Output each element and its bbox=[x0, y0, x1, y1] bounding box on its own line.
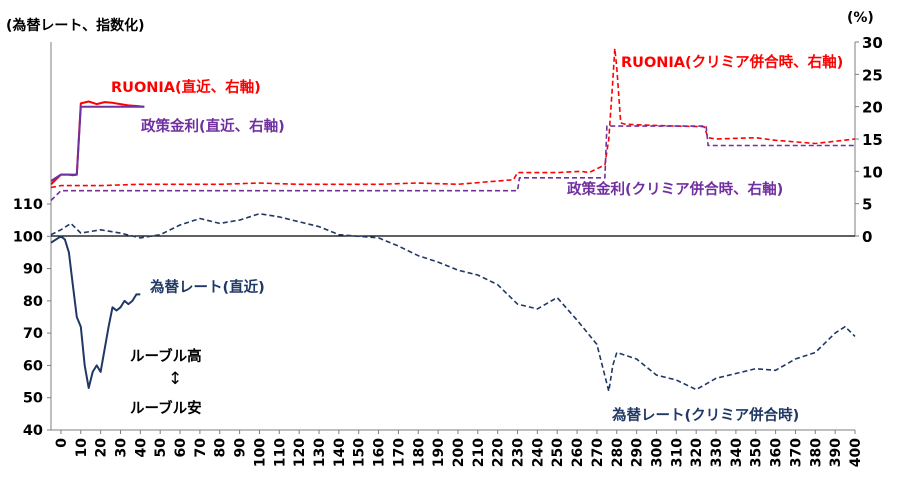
label-policy-crimea: 政策金利(クリミア併合時、右軸) bbox=[567, 180, 783, 198]
x-tick-label: 220 bbox=[491, 438, 507, 467]
x-tick-label: 110 bbox=[272, 438, 288, 467]
left-tick-label: 100 bbox=[13, 229, 43, 245]
label-fx-crimea: 為替レート(クリミア併合時) bbox=[612, 406, 799, 424]
x-tick-label: 230 bbox=[511, 438, 527, 467]
right-tick-label: 20 bbox=[862, 99, 883, 117]
x-tick-label: 240 bbox=[530, 438, 546, 467]
right-axis-ticks: 0 5 10 15 20 25 30 bbox=[855, 34, 883, 246]
series-layer bbox=[50, 47, 856, 393]
x-tick-label: 340 bbox=[729, 438, 745, 467]
x-tick-label: 140 bbox=[332, 438, 348, 467]
x-tick-label: 270 bbox=[590, 438, 606, 467]
annotation-ruble-high: ルーブル高 bbox=[130, 347, 202, 365]
series-line-0 bbox=[50, 47, 856, 189]
x-tick-label: 100 bbox=[252, 438, 268, 467]
label-policy-recent: 政策金利(直近、右軸) bbox=[141, 117, 285, 135]
series-line-3 bbox=[50, 105, 145, 182]
x-tick-label: 30 bbox=[113, 438, 129, 458]
left-tick-label: 70 bbox=[23, 326, 43, 342]
x-tick-label: 210 bbox=[471, 438, 487, 467]
left-tick-label: 80 bbox=[23, 294, 43, 310]
right-tick-label: 30 bbox=[862, 34, 883, 52]
left-axis-ticks: 40 50 60 70 80 90 100 110 bbox=[13, 197, 51, 439]
x-tick-label: 310 bbox=[669, 438, 685, 467]
x-tick-label: 80 bbox=[213, 438, 229, 458]
right-axis-unit: (%) bbox=[847, 10, 874, 26]
x-tick-label: 130 bbox=[312, 438, 328, 467]
x-tick-label: 60 bbox=[173, 438, 189, 458]
series-line-4 bbox=[50, 212, 856, 393]
arrow-icon: ↕ bbox=[168, 369, 182, 389]
x-tick-label: 10 bbox=[74, 438, 90, 458]
x-tick-label: 180 bbox=[411, 438, 427, 467]
x-tick-label: 360 bbox=[769, 438, 785, 467]
x-tick-label: 170 bbox=[391, 438, 407, 467]
x-tick-label: 400 bbox=[848, 438, 864, 467]
x-tick-label: 70 bbox=[193, 438, 209, 458]
annotation-ruble-low: ルーブル安 bbox=[130, 399, 202, 417]
left-tick-label: 90 bbox=[23, 262, 43, 278]
right-tick-label: 25 bbox=[862, 66, 883, 84]
x-tick-label: 390 bbox=[828, 438, 844, 467]
label-fx-recent: 為替レート(直近) bbox=[150, 278, 265, 296]
x-axis-ticks: 0 10 20 30 40 50 60 70 80 90 100 110 120 130 140 150 160… bbox=[54, 430, 864, 467]
x-tick-label: 280 bbox=[610, 438, 626, 467]
left-tick-label: 110 bbox=[13, 197, 43, 213]
x-tick-label: 250 bbox=[550, 438, 566, 467]
x-tick-label: 120 bbox=[292, 438, 308, 467]
x-tick-label: 40 bbox=[133, 438, 149, 458]
x-tick-label: 330 bbox=[709, 438, 725, 467]
right-tick-label: 0 bbox=[862, 228, 872, 246]
x-tick-label: 90 bbox=[233, 438, 249, 458]
left-tick-label: 60 bbox=[23, 358, 43, 374]
x-tick-label: 380 bbox=[808, 438, 824, 467]
right-tick-label: 10 bbox=[862, 163, 883, 181]
x-tick-label: 290 bbox=[630, 438, 646, 467]
x-tick-label: 150 bbox=[352, 438, 368, 467]
x-tick-label: 50 bbox=[153, 438, 169, 458]
x-tick-label: 320 bbox=[689, 438, 705, 467]
series-line-5 bbox=[50, 235, 141, 389]
left-tick-label: 50 bbox=[23, 391, 43, 407]
label-ruonia-recent: RUONIA(直近、右軸) bbox=[111, 78, 261, 96]
left-tick-label: 40 bbox=[23, 423, 43, 439]
x-tick-label: 370 bbox=[788, 438, 804, 467]
label-ruonia-crimea: RUONIA(クリミア併合時、右軸) bbox=[621, 53, 843, 71]
right-tick-label: 15 bbox=[862, 131, 883, 149]
right-tick-label: 5 bbox=[862, 196, 872, 214]
x-tick-label: 160 bbox=[372, 438, 388, 467]
x-tick-label: 300 bbox=[649, 438, 665, 467]
series-line-1 bbox=[50, 125, 855, 201]
chart-title: (為替レート、指数化) bbox=[6, 17, 145, 34]
x-tick-label: 0 bbox=[54, 438, 70, 448]
series-line-2 bbox=[50, 100, 145, 186]
x-tick-label: 350 bbox=[749, 438, 765, 467]
x-tick-label: 190 bbox=[431, 438, 447, 467]
x-tick-label: 200 bbox=[451, 438, 467, 467]
x-tick-label: 260 bbox=[570, 438, 586, 467]
x-tick-label: 20 bbox=[94, 438, 110, 458]
